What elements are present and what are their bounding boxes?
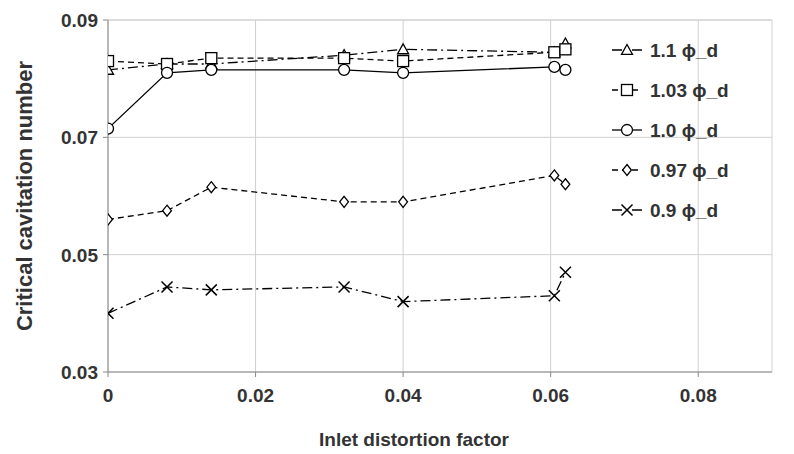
x-tick [698, 372, 699, 377]
grid-line-x [550, 20, 551, 372]
frame-top [108, 20, 772, 21]
grid-line-y [108, 254, 772, 255]
point [398, 296, 409, 307]
y-tick [103, 372, 108, 373]
x-axis-line [108, 372, 772, 373]
point [339, 53, 350, 64]
x-tick-label: 0.06 [532, 385, 569, 406]
y-tick-label: 0.07 [61, 127, 98, 148]
point [399, 196, 408, 207]
frame-right [772, 20, 773, 372]
grid-line-x [255, 20, 256, 372]
point [108, 56, 114, 67]
y-tick [103, 254, 108, 255]
legend-marker [623, 165, 632, 176]
y-axis-title: Critical cavitation number [12, 60, 37, 331]
point [108, 214, 112, 225]
point [207, 182, 216, 193]
x-tick-label: 0 [103, 385, 114, 406]
point [206, 53, 217, 64]
series-line [108, 43, 565, 69]
series-line [108, 175, 565, 219]
point [339, 64, 350, 75]
point [398, 44, 409, 54]
point [561, 179, 570, 190]
point [108, 308, 114, 319]
series-line [108, 272, 565, 313]
grid-line-y [108, 372, 772, 373]
legend-label: 0.97 ϕ_d [650, 160, 729, 181]
point [162, 67, 173, 78]
legend-label: 1.03 ϕ_d [650, 80, 729, 101]
point [398, 56, 409, 67]
point [560, 64, 571, 75]
legend-label: 0.9 ϕ_d [650, 200, 718, 221]
y-tick [103, 137, 108, 138]
x-tick-label: 0.04 [385, 385, 422, 406]
x-tick [550, 372, 551, 377]
point [163, 205, 172, 216]
legend-marker [622, 125, 633, 136]
background [0, 0, 794, 454]
y-tick [103, 20, 108, 21]
y-tick-label: 0.03 [61, 362, 98, 383]
x-tick-label: 0.08 [680, 385, 717, 406]
legend: 1.1 ϕ_d 1.03 ϕ_d 1.0 ϕ_d 0.97 ϕ_d 0.9 ϕ_d [612, 40, 729, 221]
x-axis-title: Inlet distortion factor [319, 429, 510, 450]
legend-label: 1.0 ϕ_d [650, 120, 718, 141]
point [340, 196, 349, 207]
plot-area [108, 38, 571, 319]
point [549, 47, 560, 58]
point [339, 281, 350, 292]
legend-marker [622, 45, 633, 55]
grid-line-x [698, 20, 699, 372]
point [549, 61, 560, 72]
point [549, 290, 560, 301]
point [108, 123, 114, 134]
chart: 0 0.02 0.04 0.06 0.08 0.03 0.05 0.07 0.09 Inlet d… [0, 0, 794, 454]
series-line [108, 67, 565, 129]
point [398, 67, 409, 78]
legend-marker [622, 85, 633, 96]
legend-marker [622, 205, 633, 216]
series-line [108, 49, 565, 64]
point [206, 284, 217, 295]
legend-label: 1.1 ϕ_d [650, 40, 718, 61]
x-tick [403, 372, 404, 377]
point [162, 281, 173, 292]
point [560, 44, 571, 55]
y-tick-label: 0.09 [61, 10, 98, 31]
grid-line-y [108, 20, 772, 21]
point [560, 267, 571, 278]
x-tick-label: 0.02 [237, 385, 274, 406]
point [550, 170, 559, 181]
y-tick-label: 0.05 [61, 245, 98, 266]
point [206, 64, 217, 75]
x-tick [255, 372, 256, 377]
x-tick [108, 372, 109, 377]
